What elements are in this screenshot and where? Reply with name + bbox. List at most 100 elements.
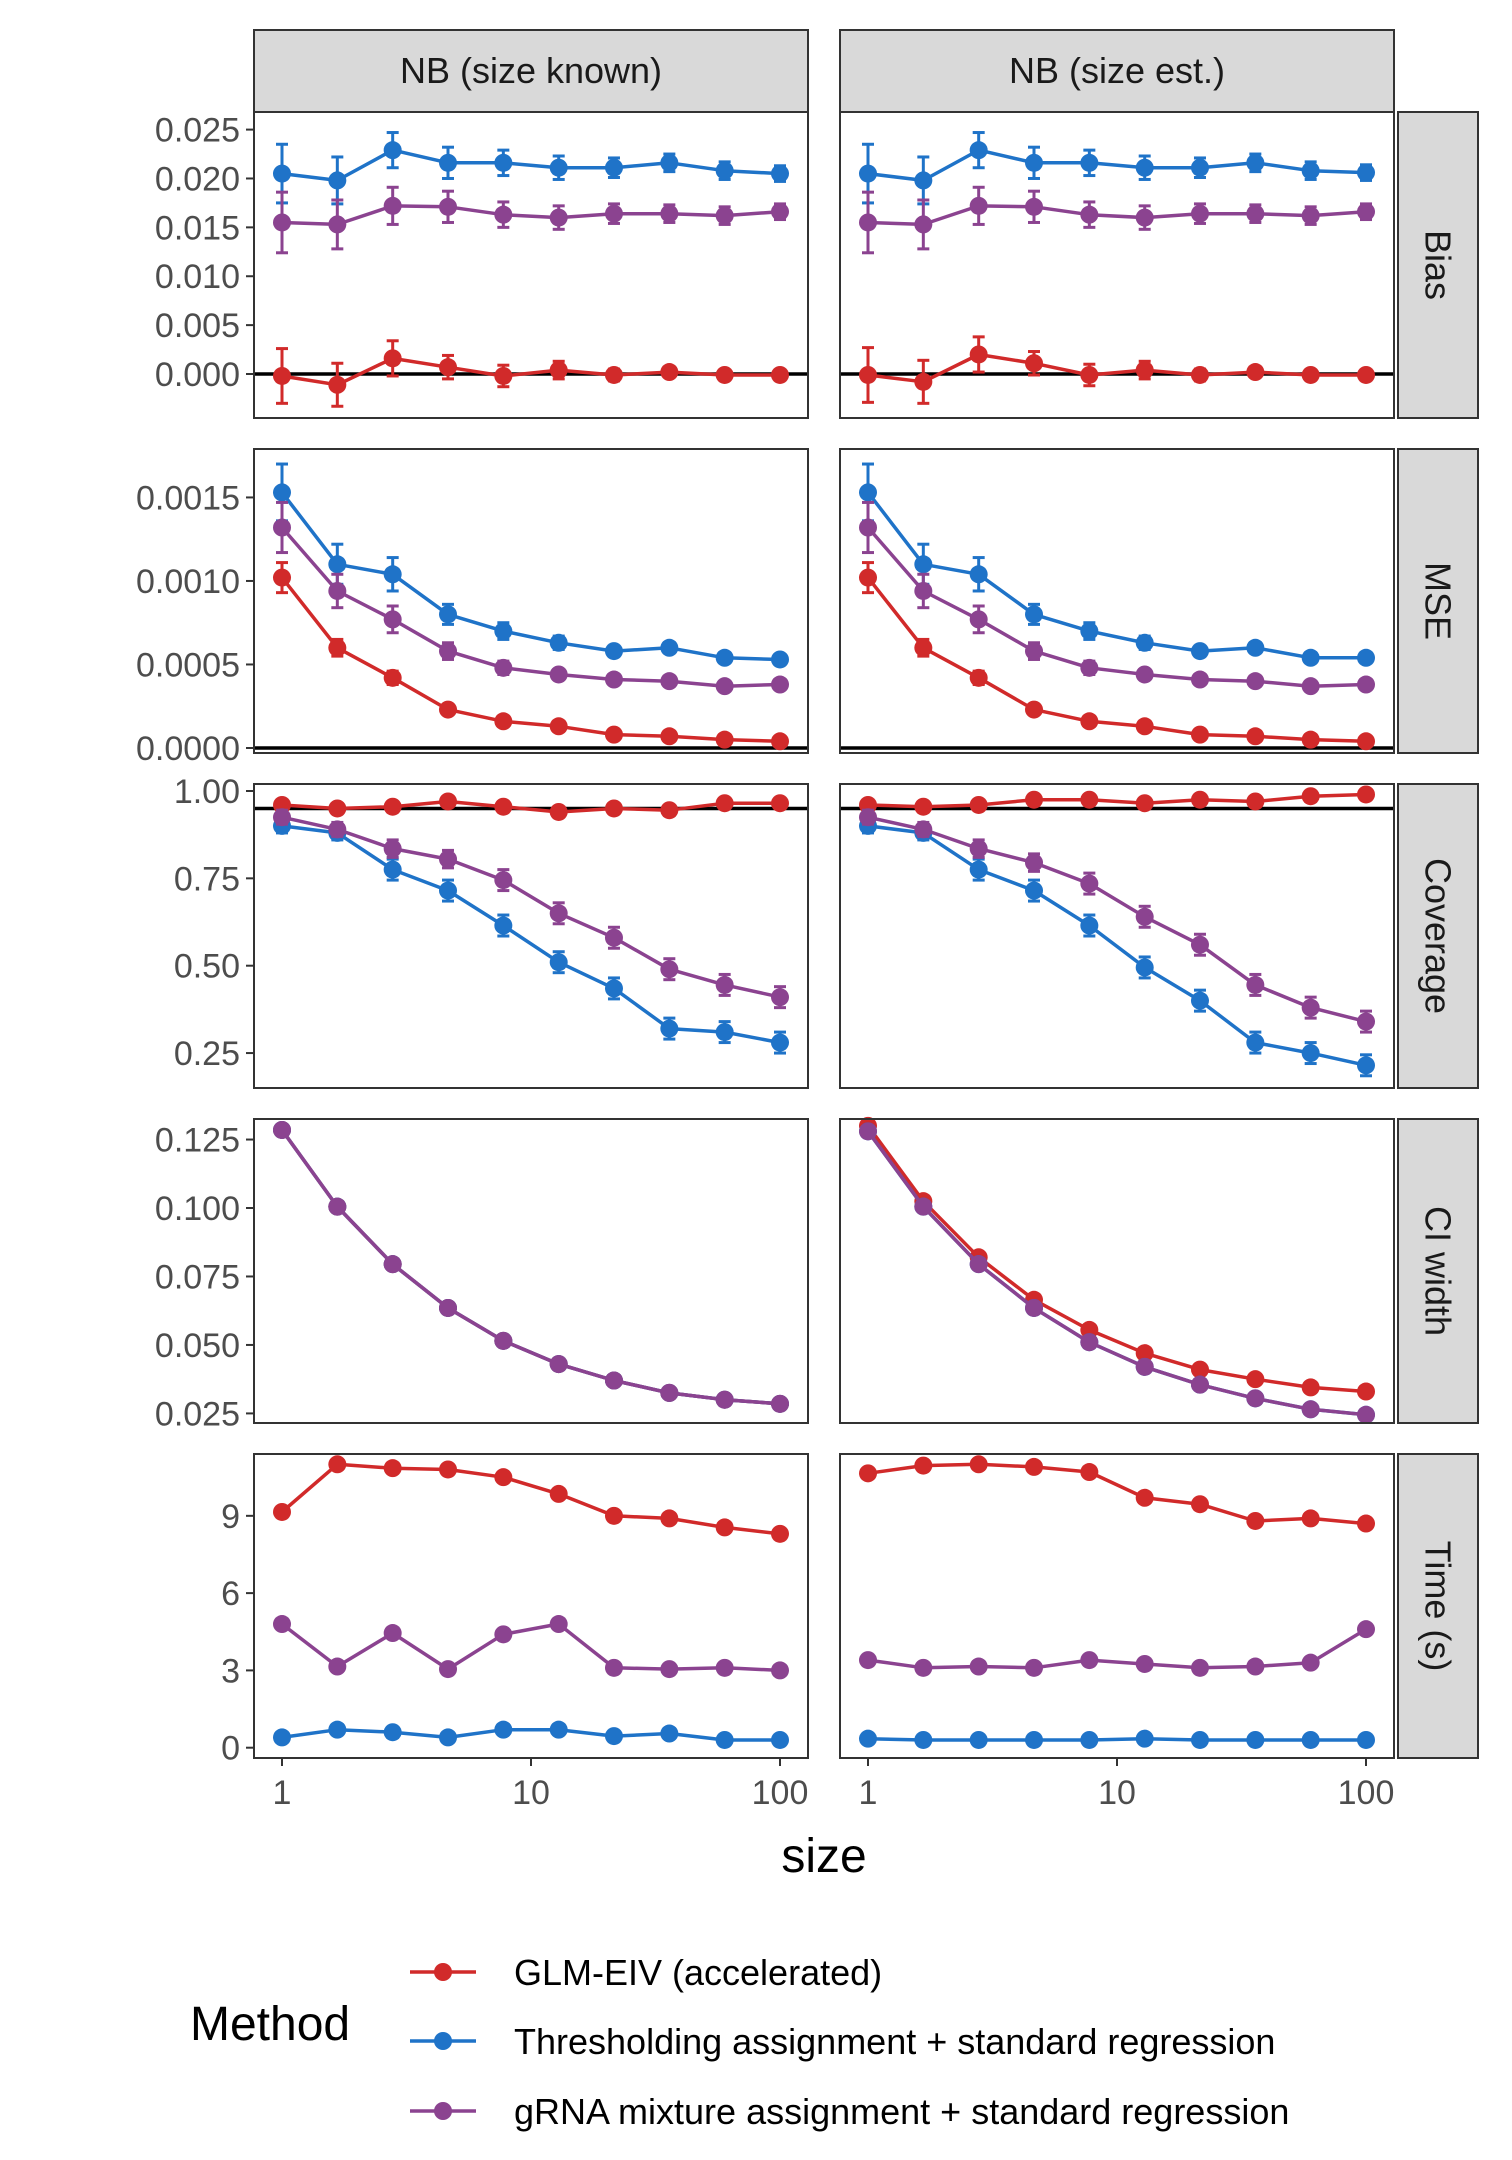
data-point-time-s-2-series-3-3	[1025, 1658, 1044, 1677]
data-point-coverage-2-series-3-0	[859, 808, 877, 827]
data-point-coverage-2-series-3-3	[1025, 853, 1044, 872]
y-tick-label-bias-4: 0.020	[155, 160, 240, 198]
data-point-ci-width-1-series-3-4	[494, 1331, 513, 1350]
data-point-time-s-2-series-1-7	[1246, 1511, 1265, 1530]
series-line-ci-width-2-series-1	[866, 1124, 1367, 1394]
legend-label-2: Thresholding assignment + standard regre…	[514, 2021, 1275, 2062]
data-point-mse-1-series-3-2	[383, 610, 402, 629]
data-point-mse-1-series-1-7	[660, 727, 679, 746]
data-point-bias-2-series-1-6	[1190, 365, 1209, 384]
y-tick-label-coverage-2: 0.75	[174, 860, 240, 898]
data-point-bias-1-series-1-4	[494, 366, 513, 385]
panel-time-s-2	[840, 1454, 1394, 1758]
panel-ci-width-2	[840, 1119, 1394, 1423]
data-point-time-s-1-series-3-0	[273, 1615, 291, 1634]
data-point-ci-width-2-series-3-4	[1080, 1333, 1099, 1352]
data-point-time-s-1-series-3-8	[715, 1658, 734, 1677]
data-point-coverage-1-series-3-5	[549, 904, 568, 923]
data-point-time-s-1-series-2-5	[549, 1720, 568, 1739]
data-point-mse-1-series-1-4	[494, 712, 513, 731]
data-point-ci-width-1-series-3-3	[439, 1298, 458, 1317]
x-tick-label-2-1: 10	[1098, 1774, 1136, 1812]
data-point-bias-2-series-1-4	[1080, 365, 1099, 384]
data-point-coverage-2-series-2-4	[1080, 916, 1099, 935]
data-point-mse-2-series-2-0	[859, 483, 877, 502]
data-point-mse-1-series-3-7	[660, 672, 679, 691]
y-tick-label-coverage-1: 0.50	[174, 948, 240, 986]
data-point-mse-1-series-3-5	[549, 665, 568, 684]
legend-key-point-1	[434, 1963, 452, 1981]
data-point-time-s-1-series-1-6	[604, 1506, 623, 1525]
data-point-bias-1-series-3-3	[439, 197, 458, 216]
series-line-bias-2-series-1	[867, 352, 1366, 384]
data-point-mse-2-series-1-2	[969, 668, 988, 687]
data-point-time-s-2-series-3-8	[1301, 1653, 1320, 1672]
y-tick-label-bias-1: 0.005	[155, 307, 240, 345]
data-point-coverage-1-series-2-6	[604, 979, 623, 998]
data-point-time-s-1-series-3-3	[439, 1660, 458, 1679]
series-line-bias-2-series-3	[867, 204, 1367, 227]
data-point-bias-1-series-1-7	[660, 363, 679, 382]
data-point-time-s-1-series-3-9	[771, 1661, 789, 1680]
y-tick-label-time-s-2: 6	[221, 1575, 240, 1613]
y-tick-label-time-s-3: 9	[221, 1498, 240, 1536]
data-point-time-s-2-series-3-6	[1190, 1658, 1209, 1677]
legend-label-3: gRNA mixture assignment + standard regre…	[514, 2091, 1289, 2132]
data-point-time-s-2-series-1-9	[1357, 1514, 1375, 1533]
x-tick-label-2-2: 100	[1338, 1774, 1395, 1812]
series-line-mse-2-series-3	[866, 526, 1367, 688]
data-point-coverage-1-series-3-0	[273, 808, 291, 827]
data-point-coverage-2-series-2-7	[1246, 1033, 1265, 1052]
data-point-coverage-2-series-2-3	[1025, 881, 1044, 900]
data-point-coverage-1-series-2-4	[494, 916, 513, 935]
data-point-mse-1-series-3-1	[328, 581, 347, 600]
data-point-mse-2-series-2-5	[1135, 633, 1154, 652]
data-point-time-s-1-series-3-1	[328, 1657, 347, 1676]
data-point-coverage-2-series-1-7	[1246, 792, 1265, 811]
data-point-bias-1-series-3-0	[273, 213, 291, 232]
data-point-coverage-1-series-1-9	[771, 794, 789, 813]
row-strip-label-ci-width: CI width	[1418, 1206, 1459, 1336]
data-point-time-s-1-series-1-2	[383, 1459, 402, 1478]
y-tick-label-ci-width-4: 0.125	[155, 1122, 240, 1160]
data-point-mse-2-series-1-6	[1190, 725, 1209, 744]
column-strip-2	[839, 29, 1395, 113]
data-point-coverage-2-series-1-2	[969, 795, 988, 814]
panel-border-bias-2	[839, 111, 1395, 419]
data-point-time-s-2-series-3-7	[1246, 1657, 1265, 1676]
data-point-mse-1-series-3-0	[273, 518, 291, 537]
data-point-bias-2-series-3-9	[1357, 202, 1375, 221]
x-axis-title: size	[781, 1830, 866, 1883]
data-point-mse-2-series-3-4	[1080, 658, 1099, 677]
data-point-coverage-2-series-3-5	[1135, 907, 1154, 926]
data-point-coverage-1-series-3-4	[494, 871, 513, 890]
data-point-mse-2-series-2-3	[1025, 605, 1044, 624]
data-point-bias-2-series-1-9	[1357, 365, 1375, 384]
data-point-bias-2-series-3-3	[1025, 197, 1044, 216]
data-point-time-s-1-series-1-8	[715, 1518, 734, 1537]
data-point-bias-1-series-2-0	[273, 164, 291, 183]
data-point-ci-width-2-series-3-1	[914, 1197, 933, 1216]
row-strip-coverage	[1397, 783, 1479, 1089]
data-point-bias-2-series-3-2	[969, 196, 988, 215]
data-point-coverage-1-series-1-8	[715, 794, 734, 813]
data-point-ci-width-2-series-3-8	[1301, 1400, 1320, 1419]
data-point-ci-width-2-series-3-3	[1025, 1298, 1044, 1317]
data-point-coverage-2-series-1-9	[1357, 785, 1375, 804]
y-tick-label-time-s-0: 0	[221, 1730, 240, 1768]
data-point-time-s-2-series-2-6	[1190, 1730, 1209, 1749]
data-point-bias-2-series-2-3	[1025, 153, 1044, 172]
data-point-bias-2-series-1-0	[859, 365, 877, 384]
y-tick-label-bias-3: 0.015	[155, 209, 240, 247]
column-strip-label-1: NB (size known)	[400, 50, 662, 91]
panel-border-mse-1	[253, 448, 809, 754]
data-point-mse-1-series-3-6	[604, 670, 623, 689]
data-point-coverage-2-series-2-9	[1357, 1056, 1375, 1075]
data-point-bias-1-series-2-7	[660, 153, 679, 172]
data-point-bias-1-series-3-2	[383, 196, 402, 215]
data-point-coverage-1-series-2-8	[715, 1023, 734, 1042]
data-point-bias-2-series-3-6	[1190, 204, 1209, 223]
data-point-coverage-2-series-1-6	[1190, 790, 1209, 809]
data-point-coverage-2-series-1-4	[1080, 790, 1099, 809]
